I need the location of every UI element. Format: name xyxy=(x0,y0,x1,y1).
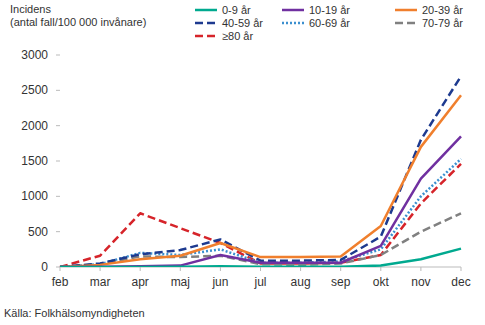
x-tick-label: feb xyxy=(52,275,69,289)
x-tick xyxy=(220,267,221,271)
legend-label: 40-59 år xyxy=(222,17,263,29)
x-tick-label: apr xyxy=(132,275,149,289)
legend-item: ≥80 år xyxy=(195,30,253,42)
legend-label: ≥80 år xyxy=(222,30,253,42)
legend-item: 70-79 år xyxy=(395,17,463,29)
y-tick xyxy=(56,196,60,197)
x-tick xyxy=(300,267,301,271)
series-line xyxy=(60,249,461,267)
x-tick-label: okt xyxy=(373,275,390,289)
y-tick-label: 2000 xyxy=(21,119,48,133)
x-tick xyxy=(140,267,141,271)
legend-label: 10-19 år xyxy=(309,4,350,16)
legend-swatch xyxy=(282,9,304,12)
legend-label: 60-69 år xyxy=(309,17,350,29)
x-tick xyxy=(420,267,421,271)
legend-item: 60-69 år xyxy=(282,17,350,29)
x-tick-label: aug xyxy=(291,275,311,289)
y-tick xyxy=(56,55,60,56)
series-line xyxy=(60,164,461,267)
x-tick-label: maj xyxy=(171,275,190,289)
y-tick-label: 0 xyxy=(41,260,48,274)
x-tick xyxy=(380,267,381,271)
x-tick xyxy=(461,267,462,271)
legend-item: 40-59 år xyxy=(195,17,263,29)
y-tick xyxy=(56,90,60,91)
legend-swatch xyxy=(395,22,417,25)
y-axis-label: (antal fall/100 000 invånare) xyxy=(10,16,146,28)
x-tick-label: dec xyxy=(451,275,470,289)
legend-item: 10-19 år xyxy=(282,4,350,16)
legend-swatch xyxy=(195,35,217,38)
x-tick-label: nov xyxy=(411,275,430,289)
legend-swatch xyxy=(282,22,304,25)
x-tick xyxy=(100,267,101,271)
plot-area xyxy=(60,76,461,267)
y-tick-label: 1000 xyxy=(21,189,48,203)
legend-label: 0-9 år xyxy=(222,4,251,16)
y-axis xyxy=(60,55,61,267)
y-tick xyxy=(56,161,60,162)
y-tick-label: 3000 xyxy=(21,48,48,62)
x-tick xyxy=(340,267,341,271)
y-tick xyxy=(56,125,60,126)
legend-label: 20-39 år xyxy=(422,4,463,16)
y-tick-label: 1500 xyxy=(21,154,48,168)
source: Källa: Folkhälsomyndigheten xyxy=(4,307,145,319)
series-line xyxy=(60,95,461,267)
y-tick xyxy=(56,231,60,232)
x-tick xyxy=(60,267,61,271)
legend-label: 70-79 år xyxy=(422,17,463,29)
series-line xyxy=(60,76,461,267)
legend-item: 20-39 år xyxy=(395,4,463,16)
y-tick-label: 500 xyxy=(28,225,48,239)
legend-swatch xyxy=(195,9,217,12)
series-line xyxy=(60,136,461,267)
y-tick-label: 2500 xyxy=(21,83,48,97)
y-axis-label: Incidens xyxy=(10,3,51,15)
legend-swatch xyxy=(395,9,417,12)
x-tick-label: jul xyxy=(253,275,266,289)
x-tick-label: mar xyxy=(90,275,111,289)
x-tick xyxy=(180,267,181,271)
legend-item: 0-9 år xyxy=(195,4,251,16)
x-tick-label: jun xyxy=(211,275,228,289)
chart: Incidens(antal fall/100 000 invånare) 0 50… xyxy=(0,0,485,325)
x-tick-label: sep xyxy=(331,275,351,289)
y-tick xyxy=(56,267,60,268)
x-tick xyxy=(260,267,261,271)
legend-swatch xyxy=(195,22,217,25)
